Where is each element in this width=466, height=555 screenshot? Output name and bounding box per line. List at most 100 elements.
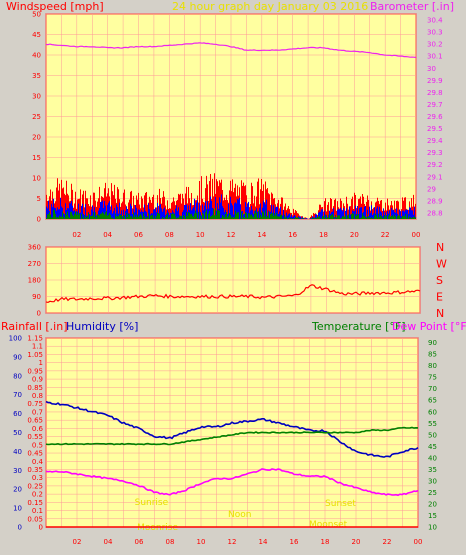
- series-wind-direction: [45, 284, 421, 304]
- rainfall-tick-label: 0.35: [27, 466, 43, 474]
- x-tick-label: 02: [72, 231, 81, 239]
- rainfall-axis-label: Rainfall [.in]: [1, 320, 68, 333]
- dewpoint-axis-label: Dew Point [°F]: [392, 320, 466, 333]
- rainfall-tick-label: 0.7: [32, 408, 43, 416]
- y-left-tick-label: 15: [32, 154, 41, 162]
- temperature-tick-label: 10: [428, 524, 437, 532]
- rainfall-tick-label: 0.55: [27, 433, 43, 441]
- y-right-tick-label: 29.5: [427, 125, 443, 133]
- x-tick-label: 06: [135, 538, 144, 546]
- sun-moon-label: Sunset: [325, 499, 356, 509]
- x-tick-label: 20: [352, 538, 361, 546]
- rainfall-tick-label: 0.85: [27, 384, 43, 392]
- x-tick-label: 04: [104, 538, 113, 546]
- y-left-tick-label: 10: [32, 175, 41, 183]
- y-right-tick-label: 29.4: [427, 137, 443, 145]
- y-left-tick-label: 35: [32, 72, 41, 80]
- sun-moon-label: Moonset: [309, 520, 348, 530]
- rainfall-tick-label: 0.5: [32, 441, 43, 449]
- x-tick-label: 12: [228, 538, 237, 546]
- humidity-tick-label: 40: [13, 448, 22, 456]
- series-barometer: [45, 42, 417, 59]
- y-right-tick-label: 29.8: [427, 89, 443, 97]
- sun-moon-label: Moonrise: [137, 523, 178, 533]
- y-right-tick-label: 30.4: [427, 17, 443, 25]
- y-right-tick-label: 30.1: [427, 53, 443, 61]
- x-tick-label: 02: [73, 538, 82, 546]
- compass-label: N: [436, 307, 444, 320]
- y-right-tick-label: 30: [427, 65, 436, 73]
- y-right-tick-label: 29: [427, 185, 436, 193]
- windspeed-axis-label: Windspeed [mph]: [6, 0, 104, 13]
- y-left-tick-label: 50: [32, 11, 41, 19]
- rainfall-tick-label: 0.3: [32, 474, 43, 482]
- rainfall-tick-label: 0.25: [27, 482, 43, 490]
- direction-tick-label: 270: [28, 260, 41, 268]
- humidity-tick-label: 30: [13, 467, 22, 475]
- temperature-tick-label: 70: [428, 385, 437, 393]
- direction-tick-label: 360: [28, 244, 41, 252]
- y-left-tick-label: 0: [37, 216, 41, 224]
- temperature-tick-label: 40: [428, 454, 437, 462]
- y-right-tick-label: 29.2: [427, 161, 443, 169]
- rainfall-tick-label: 0.2: [32, 491, 43, 499]
- temperature-tick-label: 80: [428, 362, 437, 370]
- temperature-tick-label: 30: [428, 477, 437, 485]
- x-tick-label: 04: [103, 231, 112, 239]
- humidity-tick-label: 80: [13, 372, 22, 380]
- humidity-tick-label: 60: [13, 410, 22, 418]
- rainfall-tick-label: 0.1: [32, 507, 43, 515]
- humidity-tick-label: 10: [13, 505, 22, 513]
- series-dew-point: [45, 468, 419, 497]
- y-right-tick-label: 28.9: [427, 197, 443, 205]
- x-tick-label: 22: [383, 538, 392, 546]
- y-left-tick-label: 5: [37, 195, 41, 203]
- y-left-tick-label: 40: [32, 52, 41, 60]
- rainfall-tick-label: 1.05: [27, 351, 43, 359]
- temperature-tick-label: 45: [428, 443, 437, 451]
- direction-tick-label: 0: [37, 310, 41, 318]
- sun-moon-label: Sunrise: [135, 498, 169, 508]
- compass-label: S: [436, 274, 443, 287]
- temperature-tick-label: 35: [428, 466, 437, 474]
- y-right-tick-label: 29.9: [427, 77, 443, 85]
- x-tick-label: 16: [290, 538, 299, 546]
- x-tick-label: 16: [288, 231, 297, 239]
- x-tick-label: 14: [259, 538, 268, 546]
- series-humidity: [45, 400, 419, 458]
- temperature-tick-label: 75: [428, 374, 437, 382]
- compass-label: N: [436, 241, 444, 254]
- y-right-tick-label: 29.7: [427, 101, 443, 109]
- temperature-tick-label: 90: [428, 339, 437, 347]
- y-right-tick-label: 29.1: [427, 173, 443, 181]
- x-tick-label: 08: [166, 538, 175, 546]
- rainfall-tick-label: 0.8: [32, 392, 43, 400]
- x-tick-label: 00: [412, 231, 421, 239]
- x-tick-label: 14: [257, 231, 266, 239]
- x-tick-label: 12: [227, 231, 236, 239]
- series-temperature: [45, 426, 419, 446]
- x-tick-label: 08: [165, 231, 174, 239]
- y-right-tick-label: 30.3: [427, 29, 443, 37]
- y-left-tick-label: 45: [32, 31, 41, 39]
- humidity-tick-label: 20: [13, 486, 22, 494]
- rainfall-tick-label: 1.1: [32, 343, 43, 351]
- rainfall-tick-label: 0.4: [32, 458, 44, 466]
- temperature-tick-label: 55: [428, 420, 437, 428]
- temperature-tick-label: 65: [428, 397, 437, 405]
- rainfall-tick-label: 0.6: [32, 425, 44, 433]
- x-tick-label: 22: [381, 231, 390, 239]
- rainfall-tick-label: 0.95: [27, 367, 43, 375]
- compass-label: E: [436, 291, 443, 304]
- humidity-tick-label: 100: [9, 335, 22, 343]
- temperature-tick-label: 20: [428, 500, 437, 508]
- direction-tick-label: 90: [32, 293, 41, 301]
- y-left-tick-label: 25: [32, 113, 41, 121]
- graph-title: 24 hour graph day January 03 2016: [172, 0, 368, 13]
- barometer-axis-label: Barometer [.in]: [370, 0, 454, 13]
- temperature-tick-label: 15: [428, 512, 437, 520]
- x-tick-label: 00: [414, 538, 423, 546]
- sun-moon-label: Noon: [228, 510, 251, 520]
